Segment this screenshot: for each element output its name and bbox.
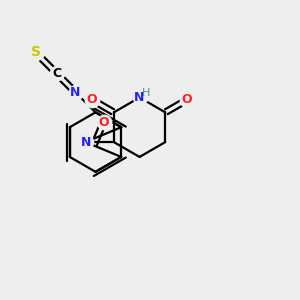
Text: N: N xyxy=(134,91,145,104)
Text: C: C xyxy=(52,67,61,80)
Text: S: S xyxy=(31,46,40,59)
Text: O: O xyxy=(87,93,97,106)
Text: O: O xyxy=(98,116,109,129)
Text: N: N xyxy=(70,86,81,99)
Text: O: O xyxy=(182,93,193,106)
Text: N: N xyxy=(80,136,91,148)
Text: H: H xyxy=(142,88,151,98)
